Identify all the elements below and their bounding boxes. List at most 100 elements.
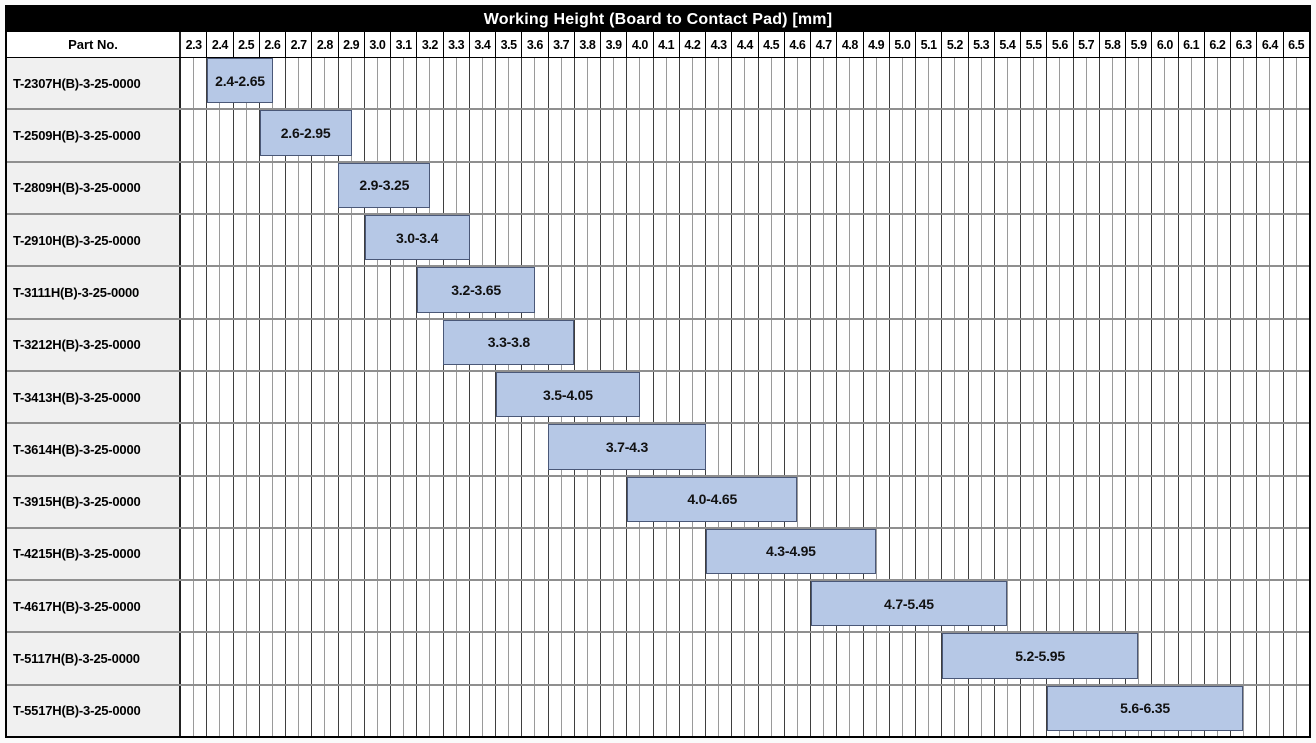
major-gridline-cell [299,581,313,632]
major-gridline-cell [1087,528,1100,580]
major-gridline-cell [1165,476,1179,527]
minor-gridline-cell [391,110,405,161]
major-gridline-cell [378,633,391,684]
minor-gridline-cell [1257,424,1271,475]
major-gridline-cell [693,581,706,632]
minor-gridline-cell [391,58,405,109]
minor-gridline-cell [1205,162,1218,213]
major-gridline-cell [1060,476,1074,527]
minor-gridline-cell [286,633,300,684]
major-gridline-cell [693,162,706,213]
minor-gridline-cell [1021,58,1035,109]
major-gridline-cell [562,214,575,266]
minor-gridline-cell [864,633,877,684]
major-gridline-cell [247,110,260,161]
minor-gridline-cell [391,685,405,737]
minor-gridline-cell [680,371,693,423]
major-gridline-cell [457,476,470,527]
minor-gridline-cell [1257,110,1271,161]
major-gridline-cell [667,214,680,266]
major-gridline-cell [535,214,549,266]
major-gridline-cell [640,214,654,266]
major-gridline-cell [667,110,680,161]
major-gridline-cell [903,476,916,527]
minor-gridline-cell [1179,476,1192,527]
major-gridline-cell [588,319,601,370]
major-gridline-cell [1218,528,1231,580]
major-gridline-cell [1270,581,1284,632]
major-gridline-cell [1113,214,1126,266]
major-gridline-cell [404,319,418,370]
major-gridline-cell [1113,424,1126,475]
minor-gridline-cell [1126,633,1140,684]
row-chart-area: 3.2-3.65 [181,267,1309,318]
minor-gridline-cell [995,685,1008,737]
major-gridline-cell [982,476,995,527]
minor-gridline-cell [1257,214,1271,266]
major-gridline-cell [535,633,549,684]
minor-gridline-cell [942,319,956,370]
major-gridline-cell [877,319,890,370]
minor-gridline-cell [706,267,720,318]
major-gridline-cell [824,319,838,370]
minor-gridline-cell [1257,319,1271,370]
major-gridline-cell [457,528,470,580]
minor-gridline-cell [181,581,195,632]
major-gridline-cell [1113,162,1126,213]
minor-gridline-cell [1021,476,1035,527]
major-gridline-cell [273,267,286,318]
minor-gridline-cell [1205,58,1218,109]
minor-gridline-cell [1231,371,1245,423]
minor-gridline-cell [286,528,300,580]
x-tick-label: 5.3 [967,32,994,57]
major-gridline-cell [1270,58,1284,109]
table-row: T-5117H(B)-3-25-0000 5.2-5.95 [7,631,1309,684]
minor-gridline-cell [365,371,378,423]
minor-gridline-cell [1205,319,1218,370]
minor-gridline-cell [1179,214,1192,266]
major-gridline-cell [667,633,680,684]
major-gridline-cell [1034,214,1048,266]
major-gridline-cell [1270,476,1284,527]
major-gridline-cell [535,581,549,632]
minor-gridline-cell [706,162,720,213]
minor-gridline-cell [549,685,562,737]
minor-gridline-cell [785,685,798,737]
minor-gridline-cell [1126,110,1140,161]
major-gridline-cell [247,319,260,370]
major-gridline-cell [772,424,785,475]
major-gridline-cell [247,162,260,213]
major-gridline-cell [1139,581,1153,632]
major-gridline-cell [509,214,523,266]
minor-gridline-cell [470,58,483,109]
minor-gridline-cell [391,581,405,632]
major-gridline-cell [719,58,733,109]
minor-gridline-cell [1126,58,1140,109]
range-bar: 5.6-6.35 [1046,685,1244,732]
major-gridline-cell [745,371,759,423]
major-gridline-cell [824,267,838,318]
major-gridline-cell [640,267,654,318]
minor-gridline-cell [286,58,300,109]
minor-gridline-cell [706,424,720,475]
major-gridline-cell [299,162,313,213]
minor-gridline-cell [785,371,798,423]
minor-gridline-cell [1179,58,1192,109]
x-tick-label: 2.5 [232,32,259,57]
major-gridline-cell [430,424,444,475]
range-bar: 5.2-5.95 [941,633,1139,679]
major-gridline-cell [1008,528,1021,580]
minor-gridline-cell [837,633,851,684]
table-row: T-2910H(B)-3-25-0000 3.0-3.4 [7,212,1309,266]
minor-gridline-cell [1257,633,1271,684]
major-gridline-cell [745,267,759,318]
minor-gridline-cell [234,319,247,370]
major-gridline-cell [824,371,838,423]
x-tick-label: 3.2 [416,32,442,57]
minor-gridline-cell [470,476,483,527]
major-gridline-cell [1113,476,1126,527]
major-gridline-cell [352,581,365,632]
minor-gridline-cell [1126,476,1140,527]
major-gridline-cell [955,110,969,161]
major-gridline-cell [483,633,496,684]
